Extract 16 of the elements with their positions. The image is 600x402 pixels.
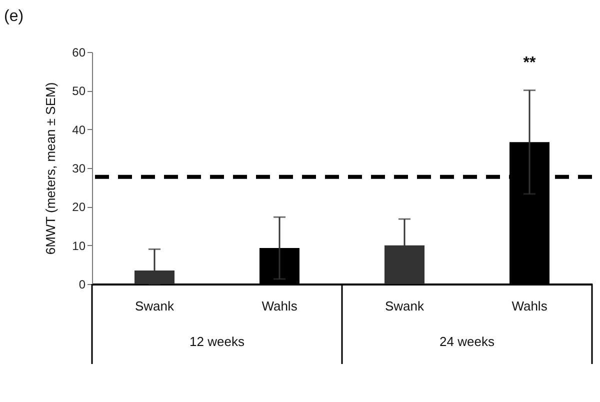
y-tick-label: 60 <box>72 46 86 60</box>
x-tick-label: Wahls <box>262 298 298 314</box>
y-tick-label: 40 <box>72 122 86 137</box>
x-tick-label: Swank <box>134 298 175 314</box>
text: 24 weeks <box>440 334 495 349</box>
chart-title: (e) <box>4 8 24 25</box>
y-tick-label: 50 <box>72 84 86 98</box>
x-tick-label: Wahls <box>512 298 548 314</box>
x-tick-label: Swank <box>384 298 425 314</box>
text: 12 weeks <box>190 334 245 349</box>
y-tick-label: 0 <box>78 278 86 292</box>
annotation: ** <box>523 54 536 72</box>
y-axis-title: 6MWT (meters, mean ± SEM) <box>43 82 58 255</box>
y-tick-label: 10 <box>72 238 86 253</box>
y-tick-label: 30 <box>72 162 86 176</box>
y-tick-label: 20 <box>72 200 86 214</box>
